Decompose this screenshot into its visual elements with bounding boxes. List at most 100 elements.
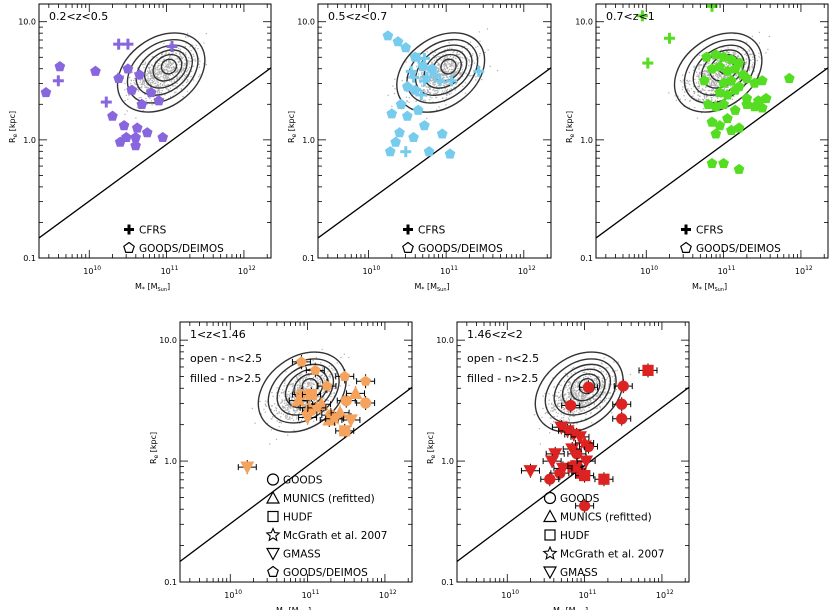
- series-gmass: [520, 420, 596, 478]
- data-point: [402, 110, 413, 121]
- axis-ticks: [318, 4, 551, 259]
- x-tick-label: 1011: [579, 589, 597, 600]
- data-point: [113, 38, 125, 50]
- legend-symbol: [542, 545, 558, 560]
- x-axis-label: M* [MSun]: [135, 282, 170, 293]
- legend: CFRS GOODS/DEIMOS: [680, 224, 781, 255]
- data-point: [636, 10, 648, 22]
- density-contours: [534, 351, 624, 433]
- panel-2: 1010 1011 1012 0.1 1.0 10.0 M* [MSun] Re [kpc] 0…: [287, 3, 552, 293]
- series-mcgrath-et-al-2007: [307, 400, 345, 426]
- data-point: [321, 380, 333, 391]
- legend-label: McGrath et al. 2007: [560, 549, 665, 561]
- plot-area: [39, 32, 271, 239]
- data-point: [733, 163, 745, 174]
- data-point: [392, 36, 404, 47]
- plot-area: [318, 28, 551, 239]
- data-point: [426, 63, 438, 74]
- data-point: [400, 146, 412, 158]
- data-point: [54, 60, 66, 72]
- data-point: [157, 131, 169, 142]
- data-point: [710, 49, 722, 60]
- y-tick-label: 1.0: [23, 136, 36, 145]
- data-point: [405, 65, 417, 77]
- data-point: [760, 92, 772, 104]
- x-tick-label: 1010: [362, 265, 380, 276]
- data-point: [444, 148, 456, 159]
- data-point: [339, 370, 351, 381]
- x-tick-label: 1011: [161, 265, 179, 276]
- data-point: [384, 146, 396, 157]
- data-point: [729, 104, 741, 115]
- legend-symbol: [265, 527, 281, 542]
- data-point: [408, 71, 420, 83]
- data-point: [706, 116, 718, 127]
- legend-label: CFRS: [418, 225, 446, 237]
- panel-4: 1010 1011 1012 0.1 1.0 10.0 M* [MSun] Re [kpc] 1…: [149, 321, 413, 610]
- y-tick-label: 1.0: [441, 457, 454, 466]
- x-tick-label: 1011: [440, 265, 458, 276]
- y-tick-label: 0.1: [164, 578, 177, 587]
- series-cfrs: [400, 52, 485, 158]
- data-point: [617, 380, 629, 392]
- data-point: [386, 108, 398, 119]
- legend: CFRS GOODS/DEIMOS: [123, 224, 224, 255]
- series-goods-deimos: [40, 60, 169, 151]
- data-point: [446, 75, 458, 87]
- data-point: [698, 75, 710, 86]
- y-tick-label: 1.0: [164, 457, 177, 466]
- panel-5: 1010 1011 1012 0.1 1.0 10.0 M* [MSun] Re [kpc] 1…: [426, 321, 690, 610]
- data-point: [100, 96, 112, 108]
- legend-label: MUNICS (refitted): [560, 512, 652, 524]
- legend-label: GOODS/DEIMOS: [283, 567, 368, 579]
- data-point: [240, 461, 255, 475]
- legend-label: GOODS/DEIMOS: [418, 243, 503, 255]
- data-point: [434, 75, 446, 87]
- x-axis-label: M* [MSun]: [276, 606, 311, 610]
- x-tick-label: 1010: [224, 589, 242, 600]
- y-tick-label: 10.0: [297, 18, 315, 27]
- y-tick-label: 0.1: [23, 254, 36, 263]
- data-point: [714, 120, 726, 131]
- data-point: [578, 469, 591, 482]
- legend-label: MUNICS (refitted): [283, 493, 375, 505]
- y-tick-label: 0.1: [580, 254, 593, 263]
- legend-symbol: [681, 224, 691, 235]
- data-point: [52, 75, 64, 87]
- panel-annotation: open - n<2.5: [467, 352, 539, 365]
- data-point: [565, 399, 577, 412]
- data-point: [121, 131, 132, 142]
- panel-annotation: filled - n>2.5: [190, 372, 261, 385]
- y-axis-label: Re [kpc]: [426, 432, 437, 464]
- data-point: [436, 128, 448, 139]
- data-point: [417, 60, 429, 72]
- data-point: [616, 413, 628, 425]
- data-point: [305, 388, 318, 401]
- legend-label: CFRS: [696, 225, 724, 237]
- data-point: [523, 465, 538, 478]
- data-point: [90, 65, 101, 76]
- legend-symbol: [124, 224, 134, 235]
- panel-title: 0.5<z<0.7: [328, 10, 387, 23]
- series-goods-deimos: [382, 30, 456, 159]
- legend-label: GOODS: [283, 475, 323, 487]
- x-tick-label: 1011: [302, 589, 320, 600]
- series-goods-deimos: [291, 354, 376, 394]
- series-cfrs: [52, 38, 178, 108]
- plot-area: [457, 351, 689, 562]
- data-point: [718, 157, 729, 168]
- data-point: [756, 75, 768, 86]
- data-point: [423, 146, 435, 157]
- data-point: [131, 122, 143, 133]
- panel-annotation: open - n<2.5: [190, 352, 262, 365]
- legend-symbol: [402, 241, 414, 253]
- data-point: [409, 84, 421, 95]
- data-point: [565, 443, 580, 457]
- data-point: [343, 414, 358, 428]
- reference-line: [318, 67, 551, 239]
- data-point: [718, 98, 729, 109]
- data-point: [309, 400, 325, 415]
- legend-symbol: [542, 509, 558, 523]
- data-point: [701, 51, 712, 62]
- data-point: [415, 89, 427, 101]
